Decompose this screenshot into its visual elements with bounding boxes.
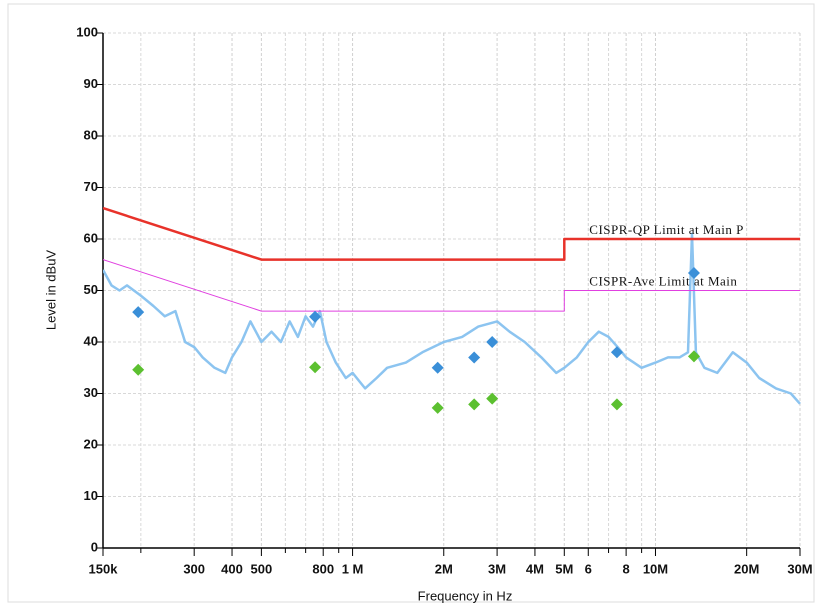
x-tick-label: 400 [221, 561, 243, 576]
data-point [132, 306, 145, 319]
x-tick-label: 4M [526, 561, 544, 576]
limit-label: CISPR-QP Limit at Main P [589, 222, 744, 237]
data-point [431, 361, 444, 374]
y-tick-label: 20 [84, 436, 98, 451]
x-tick-label: 300 [183, 561, 205, 576]
y-tick-label: 80 [84, 127, 98, 142]
y-tick-label: 40 [84, 333, 98, 348]
x-tick-label: 500 [251, 561, 273, 576]
x-tick-label: 20M [734, 561, 759, 576]
y-tick-label: 50 [84, 282, 98, 297]
data-point [486, 392, 499, 405]
x-axis-label: Frequency in Hz [418, 588, 513, 603]
y-tick-label: 90 [84, 76, 98, 91]
data-point [309, 310, 322, 323]
series-line [103, 259, 800, 312]
limit-label: CISPR-Ave Limit at Main [589, 273, 737, 288]
y-tick-label: 0 [91, 539, 98, 554]
data-point [687, 350, 700, 363]
data-point [132, 363, 145, 376]
data-point [468, 351, 481, 364]
y-tick-label: 30 [84, 385, 98, 400]
x-tick-label: 30M [787, 561, 812, 576]
series-line [103, 232, 801, 405]
x-tick-label: 150k [89, 561, 119, 576]
data-point [431, 401, 444, 414]
series-line [103, 206, 800, 261]
x-tick-label: 5M [555, 561, 573, 576]
y-tick-label: 60 [84, 230, 98, 245]
x-tick-label: 2M [435, 561, 453, 576]
data-point [486, 336, 499, 348]
plot-area: CISPR-QP Limit at Main P CISPR-Ave Limit … [103, 206, 801, 414]
x-tick-label: 1 M [342, 561, 364, 576]
y-tick-label: 70 [84, 179, 98, 194]
data-point [610, 346, 623, 359]
frame [7, 3, 815, 603]
x-tick-label: 10M [643, 561, 668, 576]
x-tick-label: 6 [585, 561, 592, 576]
y-tick-label: 10 [84, 488, 98, 503]
x-tick-label: 8 [623, 561, 630, 576]
data-point [468, 398, 481, 411]
x-tick-label: 800 [312, 561, 334, 576]
data-point [610, 398, 623, 411]
y-tick-label: 100 [76, 24, 98, 39]
data-point [687, 266, 700, 279]
data-point [309, 361, 322, 374]
x-tick-label: 3M [488, 561, 506, 576]
y-axis-label: Level in dBuV [43, 250, 58, 331]
